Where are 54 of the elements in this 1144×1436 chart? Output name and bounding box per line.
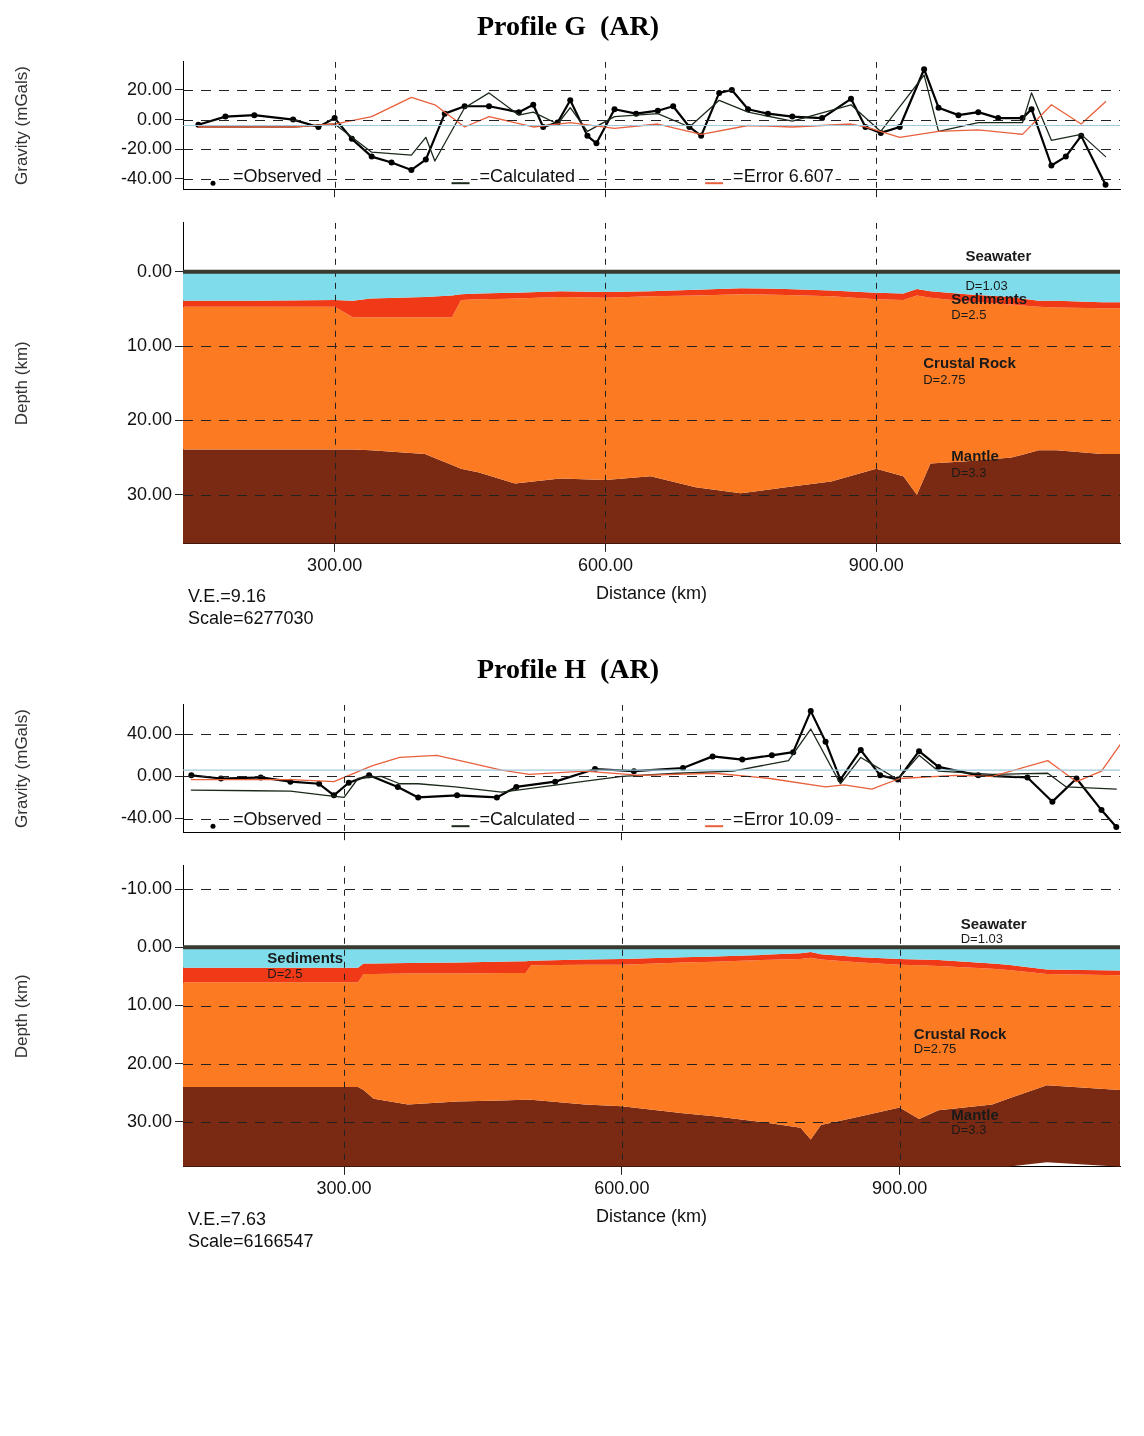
text: V.E.=7.63	[188, 1208, 267, 1230]
annotation: Crustal Rock	[913, 1024, 1008, 1042]
y-tick-label: -40.00	[120, 807, 172, 828]
x-tick-label: 900.00	[872, 1177, 928, 1198]
y-tick-label: 10.00	[126, 335, 172, 356]
annotation: D=3.3	[951, 1122, 987, 1138]
series-label: =Observed	[233, 809, 322, 830]
annotation: Sediments	[267, 949, 344, 967]
y-tick-label: 0.00	[136, 765, 172, 786]
y-tick-label: 40.00	[126, 723, 172, 744]
annotation: D=2.5	[951, 307, 987, 323]
x-axis-title: Distance (km)	[595, 583, 708, 604]
chart-title: Profile G (AR)	[475, 9, 661, 43]
y-tick-label: 10.00	[126, 994, 172, 1015]
annotation: Seawater	[965, 246, 1032, 264]
text: V.E.=9.16	[188, 585, 267, 607]
text: =Observed	[233, 166, 322, 187]
legend-label: =Calculated	[479, 166, 576, 187]
y-tick-label: -40.00	[120, 167, 172, 188]
annotation: Seawater	[960, 914, 1027, 932]
annotation: Mantle	[951, 1105, 999, 1123]
y-tick-label: 20.00	[126, 1052, 172, 1073]
y-tick-label: -20.00	[120, 138, 172, 159]
annotation: D=2.75	[923, 371, 966, 387]
annotation: Mantle	[951, 447, 999, 465]
y-axis-title: Gravity (mGals)	[11, 66, 31, 185]
x-tick-label: 300.00	[307, 554, 363, 575]
y-tick-label: 0.00	[136, 108, 172, 129]
y-axis-title: Depth (km)	[11, 341, 31, 426]
y-tick-label: -10.00	[120, 878, 172, 899]
x-tick-label: 300.00	[316, 1177, 372, 1198]
x-tick-label: 600.00	[577, 554, 633, 575]
y-tick-label: 0.00	[136, 936, 172, 957]
text: Scale=6277030	[188, 607, 315, 629]
legend-label: =Calculated	[479, 809, 576, 830]
y-tick-label: 30.00	[126, 1110, 172, 1131]
y-tick-label: 30.00	[126, 483, 172, 504]
x-tick-label: 600.00	[594, 1177, 650, 1198]
text: Scale=6166547	[188, 1230, 315, 1252]
chart-title: Profile H (AR)	[475, 652, 661, 686]
y-tick-label: 0.00	[136, 260, 172, 281]
annotation: D=3.3	[951, 464, 987, 480]
annotation: D=2.5	[267, 965, 303, 981]
y-axis-title: Gravity (mGals)	[11, 709, 31, 828]
y-tick-label: 20.00	[126, 78, 172, 99]
annotation: D=1.03	[960, 931, 1004, 947]
annotation: D=2.75	[913, 1040, 957, 1056]
x-axis-title: Distance (km)	[595, 1206, 708, 1227]
annotation: Crustal Rock	[923, 354, 1017, 372]
y-axis-title: Depth (km)	[11, 974, 31, 1059]
y-tick-label: 20.00	[126, 409, 172, 430]
legend-label: =Error 10.09	[733, 809, 834, 830]
legend-label: =Error 6.607	[733, 166, 834, 187]
x-tick-label: 900.00	[848, 554, 904, 575]
